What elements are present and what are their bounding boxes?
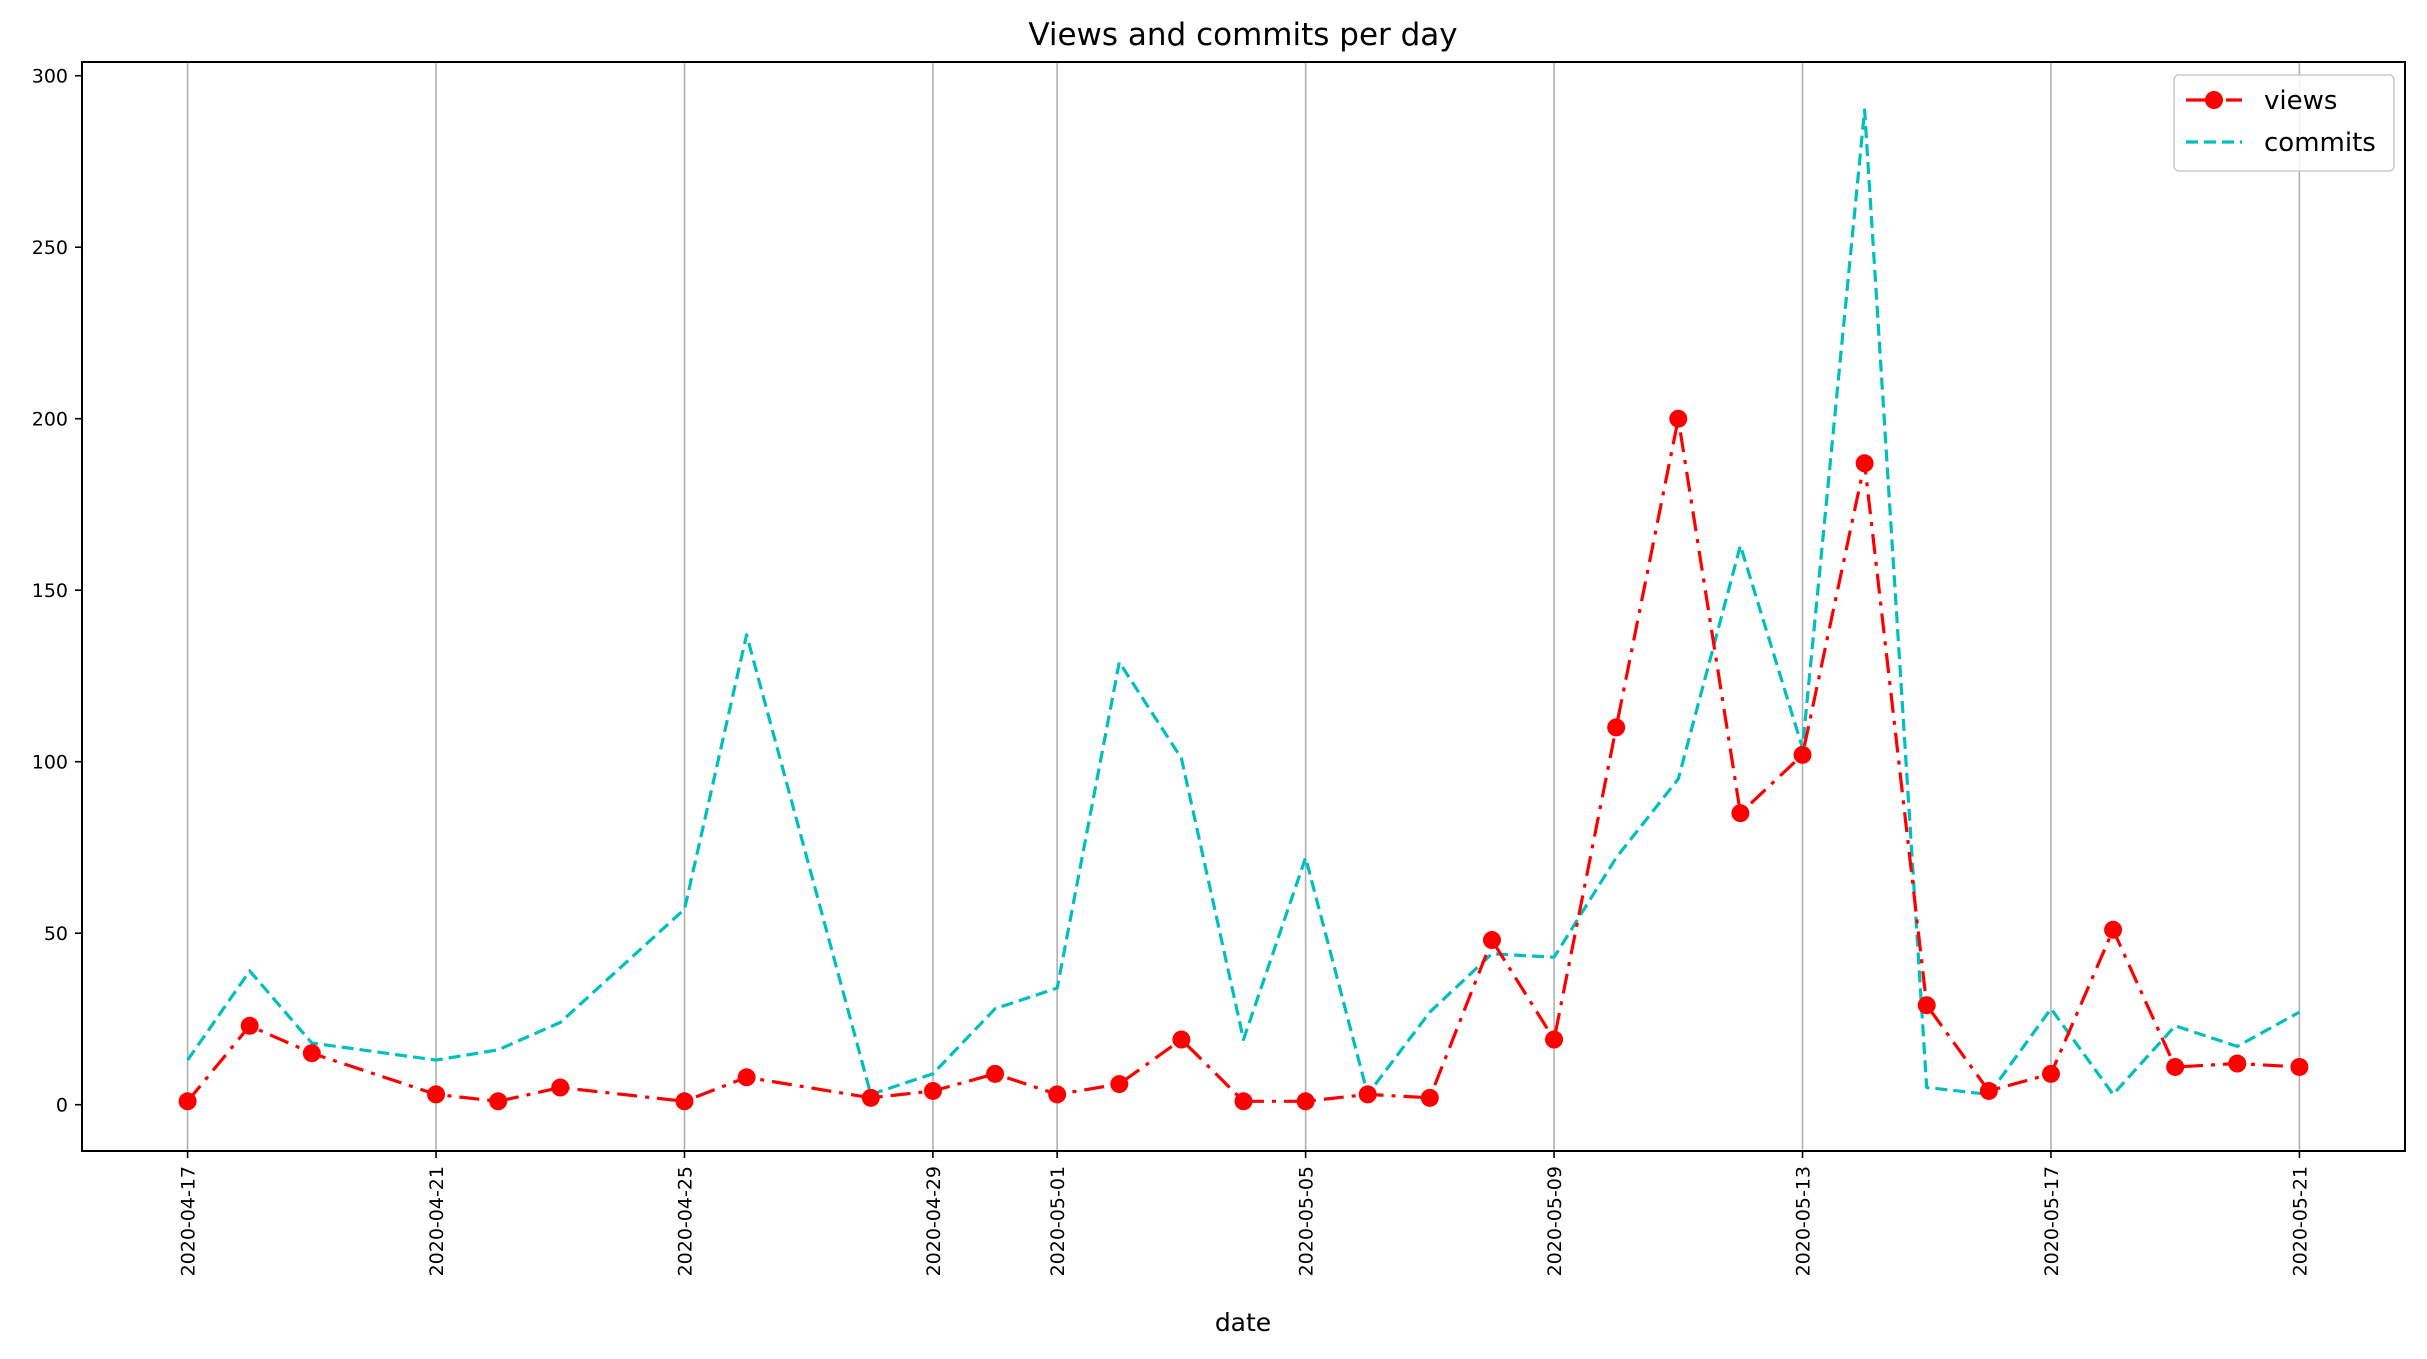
commits-legend-label: commits	[2264, 128, 2376, 158]
y-tick-label: 100	[32, 752, 68, 774]
views-point	[737, 1068, 756, 1087]
views-point	[1669, 409, 1688, 428]
views-point	[302, 1044, 321, 1063]
views-legend-marker	[2205, 91, 2223, 109]
views-point	[1607, 718, 1626, 737]
x-gridlines	[186, 62, 2301, 1151]
x-tick-label: 2020-04-17	[178, 1166, 200, 1276]
views-point	[2228, 1054, 2247, 1073]
x-tick-label: 2020-05-01	[1047, 1166, 1069, 1276]
views-point	[1234, 1092, 1253, 1111]
y-tick-label: 300	[32, 66, 68, 88]
y-tick-label: 250	[32, 237, 68, 259]
views-point	[1358, 1085, 1377, 1104]
views-point	[1731, 804, 1750, 823]
x-tick-label: 2020-04-25	[674, 1166, 696, 1276]
views-point	[551, 1078, 570, 1097]
x-tick-label: 2020-05-09	[1544, 1166, 1566, 1276]
y-axis: 0 50 100 150 200 250 300	[32, 66, 82, 1117]
views-point	[1420, 1088, 1439, 1107]
views-series-line	[186, 417, 2300, 1103]
x-tick-label: 2020-04-29	[923, 1166, 945, 1276]
views-point	[675, 1092, 694, 1111]
views-point	[1855, 454, 1874, 473]
x-tick-label: 2020-04-21	[426, 1166, 448, 1276]
views-point	[923, 1081, 942, 1100]
x-tick-label: 2020-05-13	[1793, 1166, 1815, 1276]
x-tick-label: 2020-05-21	[2289, 1166, 2311, 1276]
y-tick-label: 0	[56, 1095, 68, 1117]
views-point	[2166, 1057, 2185, 1076]
chart-title: Views and commits per day	[1028, 17, 1457, 53]
views-point	[489, 1092, 508, 1111]
views-legend-label: views	[2264, 86, 2337, 116]
views-point	[427, 1085, 446, 1104]
views-point	[240, 1016, 259, 1035]
views-point	[861, 1088, 880, 1107]
x-axis-title: date	[1215, 1308, 1271, 1337]
views-point	[1545, 1030, 1564, 1049]
views-point	[2290, 1057, 2309, 1076]
plot-frame	[81, 61, 2406, 1152]
views-point	[1917, 996, 1936, 1015]
views-point	[1048, 1085, 1067, 1104]
views-point	[1793, 745, 1812, 764]
x-axis: 2020-04-17 2020-04-21 2020-04-25 2020-04-29…	[178, 1151, 2311, 1276]
views-point	[1172, 1030, 1191, 1049]
y-tick-label: 200	[32, 409, 68, 431]
y-tick-label: 150	[32, 580, 68, 602]
views-point	[986, 1064, 1005, 1083]
views-point	[2104, 920, 2123, 939]
commits-series-line	[186, 108, 2301, 1097]
series-layer	[178, 108, 2309, 1111]
y-tick-label: 50	[44, 923, 68, 945]
views-point	[1296, 1092, 1315, 1111]
legend: views commits	[2173, 74, 2395, 172]
views-point	[1482, 931, 1501, 950]
views-point	[1110, 1075, 1129, 1094]
x-tick-label: 2020-05-05	[1296, 1166, 1318, 1276]
views-point	[1979, 1081, 1998, 1100]
views-point	[2041, 1064, 2060, 1083]
views-point	[178, 1092, 197, 1111]
x-tick-label: 2020-05-17	[2041, 1166, 2063, 1276]
